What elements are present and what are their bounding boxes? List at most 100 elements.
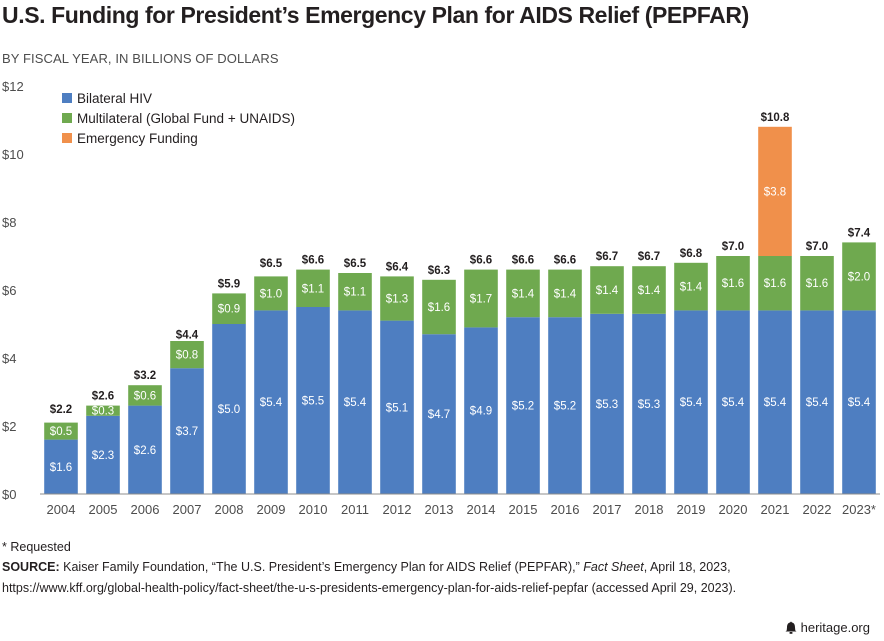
bar-segment-label: $2.0 — [848, 271, 870, 283]
x-tick-label: 2020 — [719, 502, 748, 517]
bar-segment-bilateral — [800, 310, 834, 494]
y-tick-label: $8 — [2, 215, 16, 230]
x-tick-label: 2015 — [509, 502, 538, 517]
bar-segment-emergency — [758, 126, 792, 256]
bar-segment-bilateral — [128, 405, 162, 494]
bar-segment-label: $1.3 — [386, 294, 408, 306]
bar-segment-multilateral — [842, 242, 876, 311]
bar-segment-label: $0.9 — [218, 304, 240, 316]
bar-segment-multilateral — [506, 269, 540, 318]
x-tick-label: 2023* — [842, 502, 876, 517]
bar-segment-bilateral — [296, 307, 330, 494]
bar-segment-bilateral — [590, 313, 624, 494]
bar-segment-bilateral — [380, 320, 414, 494]
bar-segment-label: $1.4 — [680, 282, 703, 294]
bar-segment-multilateral — [212, 293, 246, 324]
x-tick-label: 2009 — [257, 502, 286, 517]
bar-total-label: $7.4 — [848, 227, 871, 239]
bar-segment-label: $0.3 — [92, 406, 114, 418]
bar-segment-label: $1.6 — [50, 462, 72, 474]
bar-segment-label: $1.0 — [260, 288, 282, 300]
brand-text: heritage.org — [800, 620, 870, 635]
bar-segment-multilateral — [128, 385, 162, 406]
bar-segment-bilateral — [170, 368, 204, 494]
bar-segment-bilateral — [842, 310, 876, 494]
bar-segment-multilateral — [758, 256, 792, 311]
x-tick-label: 2011 — [341, 502, 369, 517]
requested-footnote: * Requested — [2, 540, 71, 554]
bar-total-label: $6.7 — [596, 251, 618, 263]
bar-segment-label: $2.6 — [134, 445, 156, 457]
bar-segment-multilateral — [86, 405, 120, 416]
bar-segment-bilateral — [758, 310, 792, 494]
source-url[interactable]: https://www.kff.org/global-health-policy… — [2, 581, 737, 595]
bar-segment-bilateral — [632, 313, 666, 494]
bar-total-label: $2.6 — [92, 391, 114, 403]
bar-total-label: $6.4 — [386, 261, 409, 273]
bar-segment-label: $0.8 — [176, 350, 198, 362]
y-tick-label: $12 — [2, 79, 24, 94]
x-tick-label: 2017 — [593, 502, 622, 517]
bar-segment-label: $5.4 — [806, 397, 829, 409]
x-tick-label: 2007 — [173, 502, 202, 517]
bar-segment-bilateral — [464, 327, 498, 494]
y-axis: $0 $2 $4 $6 $8 $10 $12 — [2, 79, 24, 502]
x-tick-label: 2014 — [467, 502, 496, 517]
y-tick-label: $2 — [2, 419, 16, 434]
bar-segment-bilateral — [674, 310, 708, 494]
source-text-b: , April 18, 2023, — [643, 560, 731, 574]
x-axis: 2004 2005 2006 2007 2008 2009 2010 2011 2012 2013… — [40, 493, 880, 517]
bar-segment-multilateral — [338, 273, 372, 311]
bar-segment-label: $0.6 — [134, 390, 156, 402]
bar-segment-multilateral — [422, 279, 456, 335]
y-tick-label: $0 — [2, 487, 16, 502]
bar-total-label: $6.5 — [344, 258, 367, 270]
bars: $1.6 $0.5 $2.2 $2.3 $0.3 $2.6 $2.6 $0.6 $3.2 $3.7… — [44, 112, 876, 494]
bar-segment-multilateral — [800, 256, 834, 311]
bar-segment-bilateral — [548, 317, 582, 494]
bar-segment-multilateral — [170, 341, 204, 369]
bar-segment-label: $1.4 — [596, 285, 619, 297]
bar-segment-label: $5.3 — [638, 399, 660, 411]
bar-segment-bilateral — [506, 317, 540, 494]
bar-segment-label: $3.8 — [764, 186, 786, 198]
legend: Bilateral HIV Multilateral (Global Fund +… — [62, 91, 295, 146]
bar-segment-label: $5.4 — [344, 397, 367, 409]
bar-segment-label: $1.6 — [764, 278, 786, 290]
bar-segment-bilateral — [212, 324, 246, 494]
bar-segment-bilateral — [44, 439, 78, 494]
bar-segment-label: $1.4 — [638, 285, 661, 297]
liberty-bell-icon — [785, 621, 797, 634]
bar-segment-multilateral — [464, 269, 498, 328]
bar-segment-multilateral — [254, 276, 288, 311]
x-tick-label: 2010 — [299, 502, 328, 517]
bar-segment-label: $5.2 — [554, 401, 576, 413]
bar-segment-label: $1.1 — [344, 287, 366, 299]
brand-footer[interactable]: heritage.org — [785, 620, 870, 635]
bar-total-label: $6.5 — [260, 258, 283, 270]
x-tick-label: 2006 — [131, 502, 160, 517]
bar-segment-label: $4.9 — [470, 406, 492, 418]
bar-total-label: $6.6 — [554, 255, 576, 267]
bar-segment-multilateral — [590, 266, 624, 314]
bar-total-label: $6.8 — [680, 248, 703, 260]
source-text-italic: Fact Sheet — [583, 560, 644, 574]
bar-total-label: $3.2 — [134, 370, 156, 382]
bar-segment-label: $4.7 — [428, 409, 450, 421]
source-text-a: Kaiser Family Foundation, “The U.S. Pres… — [59, 560, 584, 574]
legend-label: Bilateral HIV — [77, 91, 152, 106]
bar-segment-multilateral — [44, 422, 78, 440]
x-tick-label: 2022 — [803, 502, 832, 517]
bar-segment-label: $5.2 — [512, 401, 534, 413]
bar-segment-bilateral — [716, 310, 750, 494]
bar-segment-label: $5.0 — [218, 404, 240, 416]
bar-total-label: $5.9 — [218, 278, 240, 290]
bar-segment-multilateral — [716, 256, 750, 311]
source-label: SOURCE: — [2, 560, 60, 574]
x-tick-label: 2012 — [383, 502, 412, 517]
bar-segment-label: $5.4 — [680, 397, 703, 409]
bar-total-label: $4.4 — [176, 329, 199, 341]
bar-segment-label: $5.4 — [722, 397, 745, 409]
y-tick-label: $10 — [2, 147, 24, 162]
bar-segment-bilateral — [422, 334, 456, 494]
